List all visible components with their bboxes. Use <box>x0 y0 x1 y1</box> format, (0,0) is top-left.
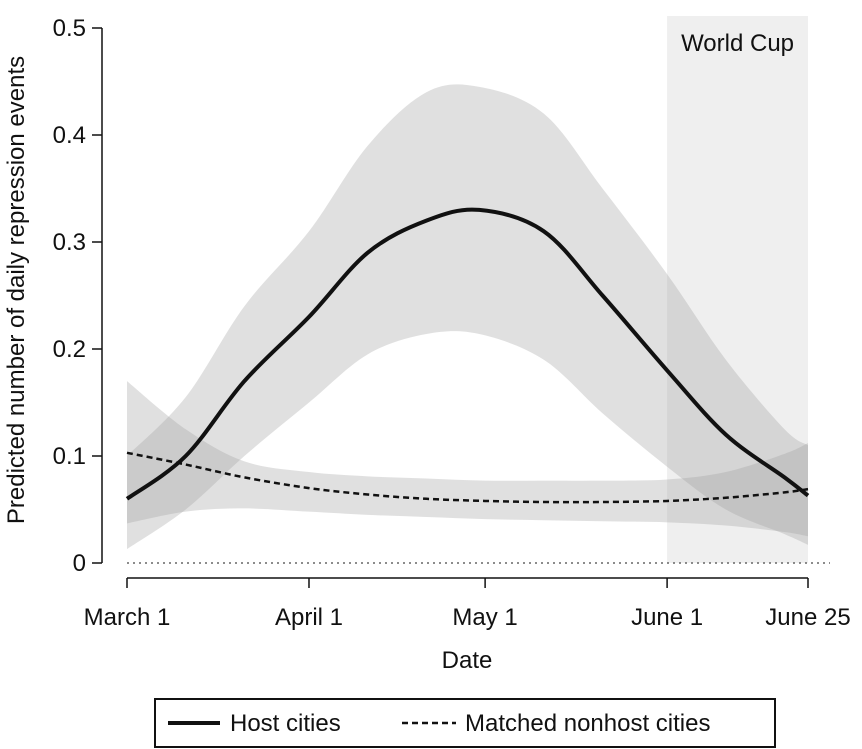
y-tick-label: 0.5 <box>53 15 86 42</box>
y-axis: 0 0.1 0.2 0.3 0.4 0.5 <box>53 15 103 577</box>
x-axis-label: Date <box>442 647 493 674</box>
ci-band-matched-nonhost-cities <box>127 381 808 537</box>
world-cup-shade <box>667 16 808 563</box>
x-tick-label: June 1 <box>631 604 703 631</box>
x-tick-label: April 1 <box>275 604 343 631</box>
y-tick-label: 0.3 <box>53 229 86 256</box>
series-line-host-cities <box>125 207 810 501</box>
x-axis: March 1 April 1 May 1 June 1 June 25 <box>84 577 851 631</box>
y-tick-label: 0 <box>73 550 86 577</box>
legend-label-nonhost: Matched nonhost cities <box>465 710 710 737</box>
world-cup-label: World Cup <box>681 30 794 57</box>
y-axis-label: Predicted number of daily repression eve… <box>3 56 30 524</box>
series-lines <box>125 207 810 504</box>
x-tick-label: May 1 <box>452 604 517 631</box>
confidence-bands <box>127 84 808 550</box>
ci-band-host-cities <box>127 84 808 550</box>
x-tick-label: June 25 <box>765 604 850 631</box>
legend-box <box>154 698 776 748</box>
y-tick-label: 0.2 <box>53 336 86 363</box>
y-tick-label: 0.1 <box>53 443 86 470</box>
legend: Host cities Matched nonhost cities <box>154 698 776 748</box>
y-tick-label: 0.4 <box>53 122 86 149</box>
legend-label-host: Host cities <box>230 710 341 737</box>
series-line-matched-nonhost-cities <box>126 451 809 504</box>
x-tick-label: March 1 <box>84 604 171 631</box>
